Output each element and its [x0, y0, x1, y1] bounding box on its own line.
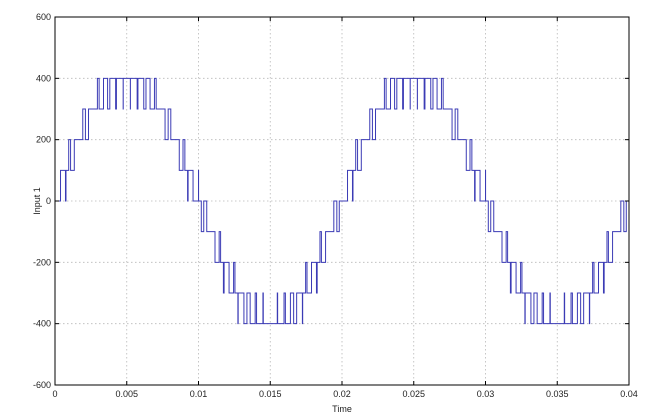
y-axis-label: Input 1 — [32, 187, 42, 215]
x-tick-labels: 0 0.005 0.01 0.015 0.02 0.025 0.03 0.035 0.04 — [52, 389, 637, 399]
series-group — [55, 77, 629, 325]
series-line — [55, 77, 629, 325]
y-tick-label: 0 — [46, 196, 51, 206]
ticks — [54, 16, 630, 386]
y-tick-label: 400 — [36, 73, 51, 83]
x-tick-label: 0.02 — [333, 389, 351, 399]
x-axis-label: Time — [332, 404, 352, 414]
x-tick-label: 0.03 — [477, 389, 495, 399]
x-tick-label: 0.005 — [115, 389, 138, 399]
x-tick-label: 0.01 — [190, 389, 208, 399]
y-tick-label: 200 — [36, 135, 51, 145]
x-tick-label: 0.04 — [620, 389, 638, 399]
y-tick-label: -400 — [33, 319, 51, 329]
y-tick-label: -200 — [33, 257, 51, 267]
y-tick-label: 600 — [36, 12, 51, 22]
x-tick-label: 0 — [52, 389, 57, 399]
y-tick-label: -600 — [33, 380, 51, 390]
y-tick-labels: -600 -400 -200 0 200 400 600 — [33, 12, 51, 390]
x-tick-label: 0.015 — [259, 389, 282, 399]
x-tick-label: 0.035 — [546, 389, 569, 399]
x-tick-label: 0.025 — [402, 389, 425, 399]
